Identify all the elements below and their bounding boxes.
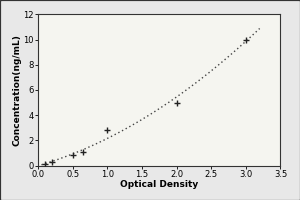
Point <box>81 150 85 153</box>
Point <box>243 38 248 41</box>
Point <box>105 129 110 132</box>
Point <box>50 160 54 163</box>
Y-axis label: Concentration(ng/mL): Concentration(ng/mL) <box>13 34 22 146</box>
Point <box>70 154 75 157</box>
Point <box>174 101 179 104</box>
Point <box>43 163 47 166</box>
X-axis label: Optical Density: Optical Density <box>120 180 198 189</box>
